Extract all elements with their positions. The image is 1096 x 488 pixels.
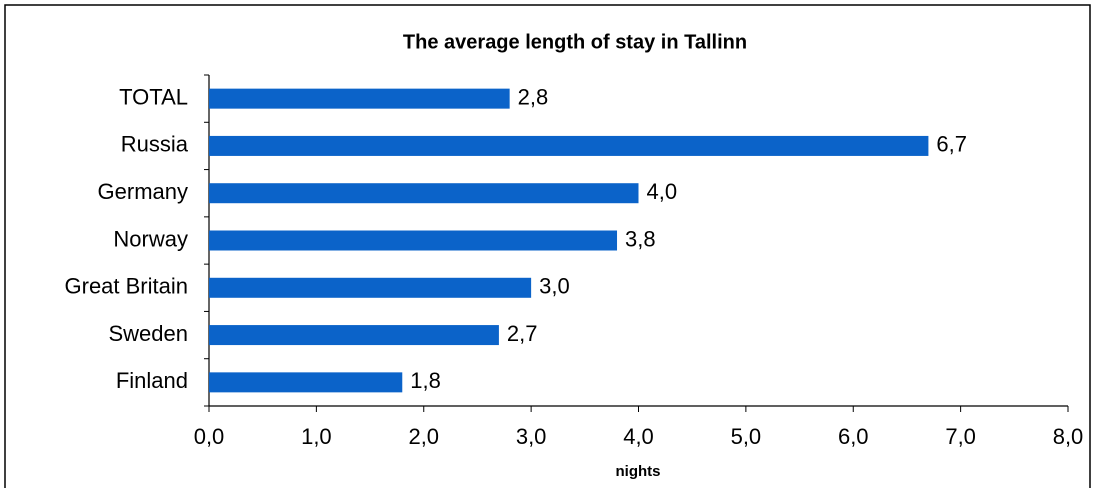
- data-label: 6,7: [936, 132, 967, 157]
- data-label: 3,8: [625, 226, 656, 251]
- y-tick-label: Russia: [121, 132, 189, 157]
- x-tick-label: 3,0: [516, 424, 547, 449]
- x-tick-label: 0,0: [194, 424, 225, 449]
- bar: [209, 325, 499, 346]
- bar: [209, 135, 929, 156]
- x-tick-label: 4,0: [623, 424, 654, 449]
- y-tick-label: TOTAL: [119, 84, 188, 109]
- chart-title: The average length of stay in Tallinn: [403, 31, 747, 53]
- data-label: 2,8: [518, 84, 549, 109]
- bar: [209, 277, 532, 298]
- bar: [209, 230, 618, 251]
- x-tick-label: 2,0: [408, 424, 439, 449]
- y-tick-label: Norway: [113, 226, 188, 251]
- bar: [209, 183, 639, 204]
- x-tick-label: 6,0: [838, 424, 869, 449]
- y-tick-label: Great Britain: [65, 274, 189, 299]
- data-label: 3,0: [539, 274, 570, 299]
- bar: [209, 88, 510, 109]
- y-tick-label: Germany: [98, 179, 188, 204]
- x-tick-label: 1,0: [301, 424, 332, 449]
- x-axis-label: nights: [616, 463, 661, 480]
- x-tick-label: 5,0: [731, 424, 762, 449]
- data-label: 2,7: [507, 321, 538, 346]
- data-label: 1,8: [410, 368, 441, 393]
- x-tick-label: 7,0: [945, 424, 976, 449]
- bar: [209, 372, 403, 393]
- x-tick-label: 8,0: [1053, 424, 1084, 449]
- y-tick-label: Finland: [116, 368, 188, 393]
- y-tick-label: Sweden: [108, 321, 188, 346]
- data-label: 4,0: [647, 179, 678, 204]
